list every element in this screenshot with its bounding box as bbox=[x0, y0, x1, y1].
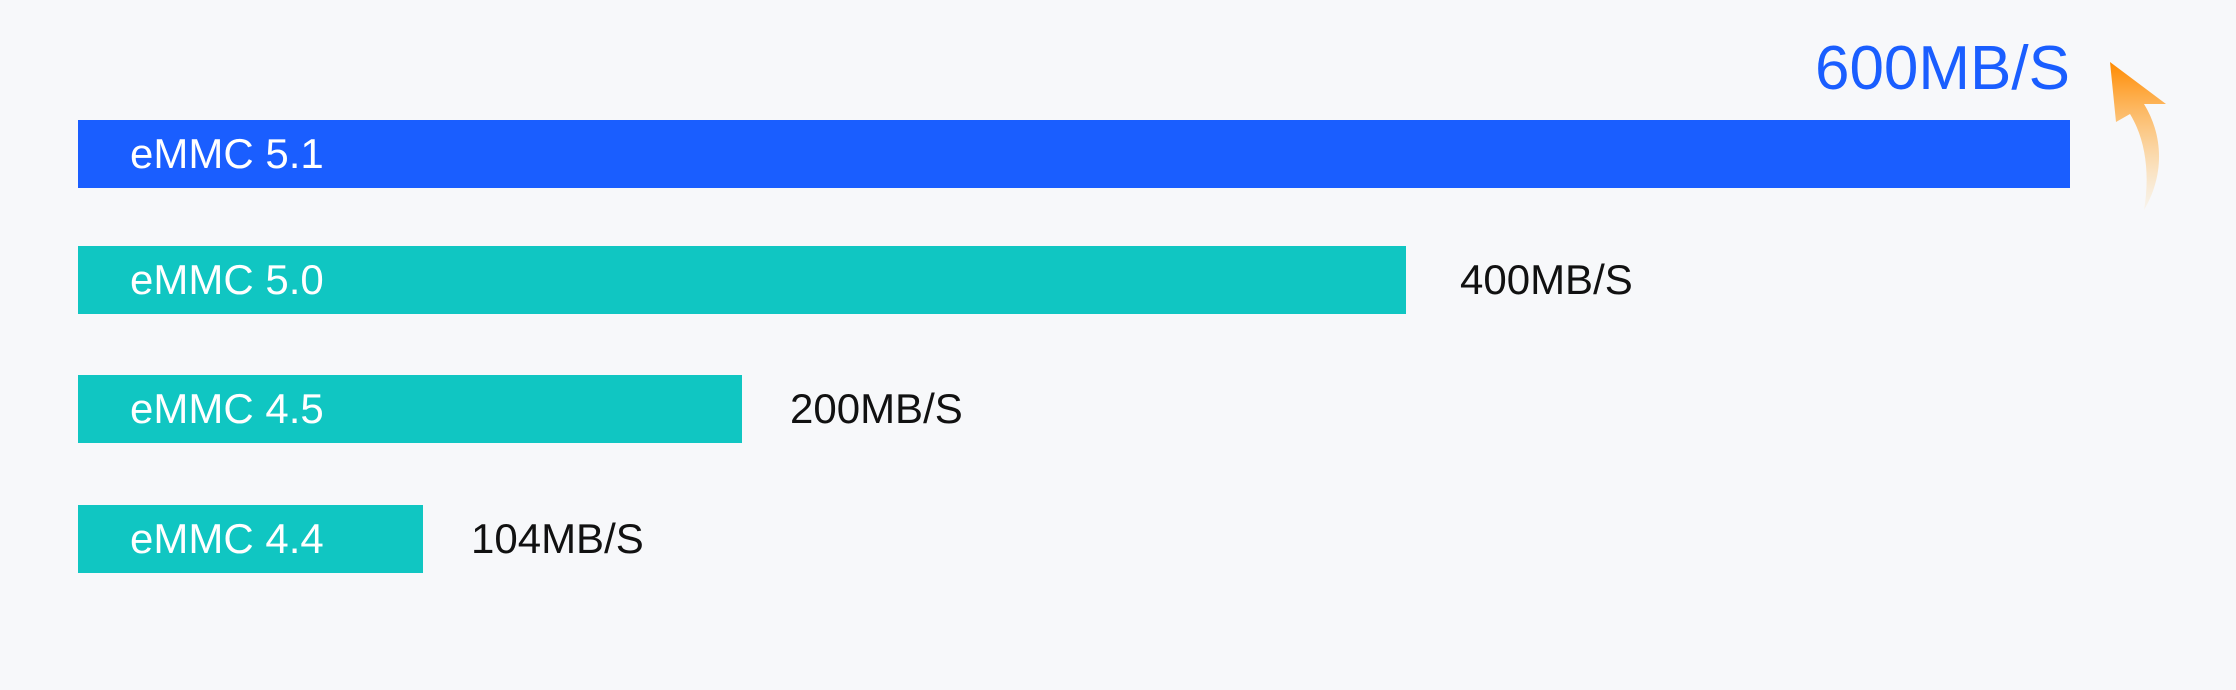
value-label-emmc-4-4: 104MB/S bbox=[471, 515, 644, 562]
bar-label-emmc-4-4: eMMC 4.4 bbox=[130, 515, 324, 562]
value-label-emmc-4-5: 200MB/S bbox=[790, 385, 963, 432]
bar-label-emmc-4-5: eMMC 4.5 bbox=[130, 385, 324, 432]
value-label-emmc-5-1: 600MB/S bbox=[1814, 34, 2070, 103]
bar-label-emmc-5-0: eMMC 5.0 bbox=[130, 256, 324, 303]
bar-emmc-5-1: eMMC 5.1 bbox=[78, 120, 2070, 188]
value-label-emmc-5-0: 400MB/S bbox=[1460, 256, 1633, 303]
bar-label-emmc-5-1: eMMC 5.1 bbox=[130, 130, 324, 177]
curved-up-arrow-icon bbox=[2110, 62, 2166, 210]
bar-emmc-4-4: eMMC 4.4 bbox=[78, 505, 423, 573]
bar-emmc-5-0: eMMC 5.0 bbox=[78, 246, 1406, 314]
bar-emmc-4-5: eMMC 4.5 bbox=[78, 375, 742, 443]
